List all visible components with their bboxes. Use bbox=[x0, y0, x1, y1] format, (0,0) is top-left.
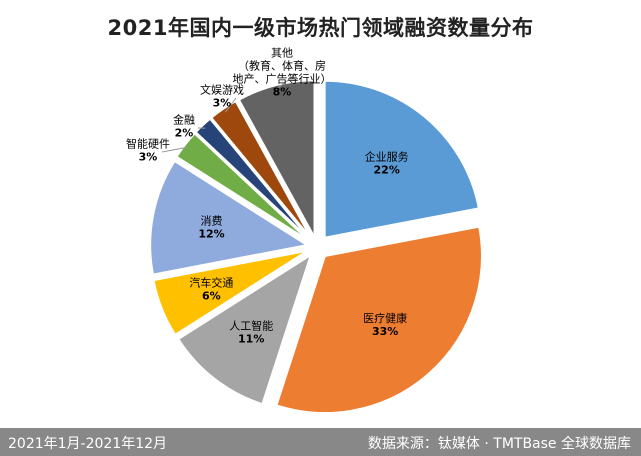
slice-label-value-4: 6% bbox=[202, 289, 221, 302]
slice-label-name-9: 地产、广告等行业） bbox=[233, 72, 332, 86]
slice-label-name-6: 智能硬件 bbox=[126, 137, 170, 151]
pie-slices bbox=[149, 79, 483, 414]
slice-label-value-5: 12% bbox=[198, 227, 224, 240]
slice-label-value-6: 3% bbox=[139, 151, 158, 164]
pie-slice-5 bbox=[149, 159, 310, 276]
pie-slice-7 bbox=[194, 117, 311, 241]
slice-label-name-9: 其他 bbox=[271, 47, 293, 60]
slice-label-name-5: 消费 bbox=[201, 213, 223, 227]
leader-line-9 bbox=[276, 73, 297, 90]
slice-label-name-7: 金融 bbox=[173, 113, 195, 127]
footer-bar: 2021年1月-2021年12月 数据来源：钛媒体 · TMTBase 全球数据… bbox=[0, 428, 641, 456]
leader-line-6 bbox=[161, 146, 189, 153]
pie-slice-6 bbox=[175, 131, 310, 242]
pie-slice-9 bbox=[237, 79, 316, 238]
slice-label-name-4: 汽车交通 bbox=[189, 275, 233, 289]
pie-slice-1 bbox=[323, 79, 481, 239]
slice-label-name-3: 人工智能 bbox=[229, 318, 273, 332]
leader-line-8 bbox=[224, 97, 237, 113]
leader-lines bbox=[161, 73, 297, 153]
slice-label-name-1: 企业服务 bbox=[365, 149, 409, 163]
pie-chart: 企业服务22%医疗健康33%人工智能11%汽车交通6%消费12%智能硬件3%金融… bbox=[126, 47, 483, 414]
footer-date-range: 2021年1月-2021年12月 bbox=[8, 436, 168, 452]
slice-label-value-8: 3% bbox=[213, 97, 232, 110]
pie-slice-2 bbox=[275, 225, 483, 414]
slice-label-value-1: 22% bbox=[374, 163, 400, 176]
slice-label-value-3: 11% bbox=[238, 332, 264, 345]
footer-source: 数据来源：钛媒体 · TMTBase 全球数据库 bbox=[367, 436, 631, 452]
slice-label-name-2: 医疗健康 bbox=[363, 311, 407, 325]
chart-title: 2021年国内一级市场热门领域融资数量分布 bbox=[107, 16, 534, 40]
pie-slice-3 bbox=[176, 252, 313, 406]
slice-label-value-9: 8% bbox=[273, 86, 292, 99]
slice-label-name-8: 文娱游戏 bbox=[200, 83, 244, 97]
slice-label-value-2: 33% bbox=[372, 325, 398, 338]
slice-labels: 企业服务22%医疗健康33%人工智能11%汽车交通6%消费12%智能硬件3%金融… bbox=[126, 47, 409, 346]
slice-label-value-7: 2% bbox=[175, 127, 194, 140]
slice-label-name-9: （教育、体育、房 bbox=[238, 59, 326, 73]
pie-slice-4 bbox=[152, 249, 309, 337]
pie-slice-8 bbox=[209, 99, 313, 240]
